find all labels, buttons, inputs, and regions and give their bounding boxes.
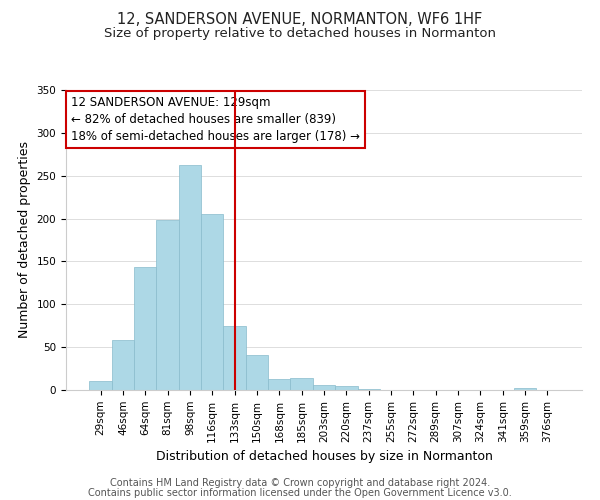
Bar <box>246 355 268 390</box>
Bar <box>335 386 358 390</box>
Bar <box>112 340 134 390</box>
X-axis label: Distribution of detached houses by size in Normanton: Distribution of detached houses by size … <box>155 450 493 463</box>
Bar <box>134 268 157 390</box>
Y-axis label: Number of detached properties: Number of detached properties <box>18 142 31 338</box>
Bar <box>313 385 335 390</box>
Bar <box>201 214 223 390</box>
Bar <box>89 382 112 390</box>
Bar <box>223 326 246 390</box>
Text: Size of property relative to detached houses in Normanton: Size of property relative to detached ho… <box>104 28 496 40</box>
Bar <box>358 389 380 390</box>
Text: 12 SANDERSON AVENUE: 129sqm
← 82% of detached houses are smaller (839)
18% of se: 12 SANDERSON AVENUE: 129sqm ← 82% of det… <box>71 96 360 143</box>
Text: Contains public sector information licensed under the Open Government Licence v3: Contains public sector information licen… <box>88 488 512 498</box>
Bar <box>179 164 201 390</box>
Bar <box>514 388 536 390</box>
Bar <box>290 378 313 390</box>
Text: 12, SANDERSON AVENUE, NORMANTON, WF6 1HF: 12, SANDERSON AVENUE, NORMANTON, WF6 1HF <box>118 12 482 28</box>
Text: Contains HM Land Registry data © Crown copyright and database right 2024.: Contains HM Land Registry data © Crown c… <box>110 478 490 488</box>
Bar <box>157 220 179 390</box>
Bar <box>268 379 290 390</box>
